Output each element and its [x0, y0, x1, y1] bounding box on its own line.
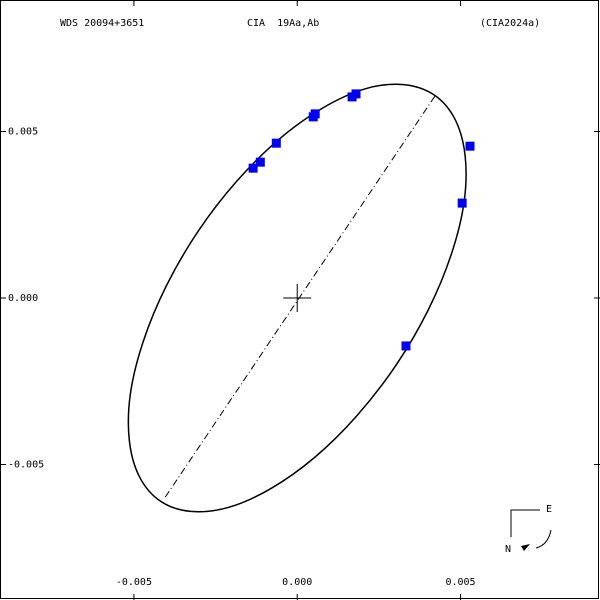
- observation: [457, 198, 467, 208]
- observation: [351, 89, 361, 99]
- orbit: [127, 83, 467, 513]
- compass-axes: [510, 509, 540, 537]
- compass-east: E: [546, 504, 552, 515]
- observation: [248, 163, 258, 173]
- x-tick-label: 0.000: [282, 577, 312, 588]
- y-tick-label: 0.005: [8, 127, 38, 138]
- reference: (CIA2024a): [480, 18, 540, 29]
- compass-arrowhead: [521, 544, 530, 551]
- y-tick-label: -0.005: [8, 459, 44, 470]
- observation: [255, 157, 265, 167]
- observation: [401, 341, 411, 351]
- x-tick-label: 0.005: [445, 577, 475, 588]
- compass: E N: [505, 504, 552, 555]
- y-tick-label: 0.000: [8, 293, 38, 304]
- chart-title: WDS 20094+3651: [60, 18, 144, 29]
- line-of-apsides: [164, 95, 436, 498]
- compass-arrow: [535, 529, 552, 549]
- observation: [310, 109, 320, 119]
- chart-subtitle: CIA 19Aa,Ab: [247, 18, 319, 29]
- primary: [283, 284, 312, 313]
- compass-north: N: [505, 544, 511, 555]
- observation: [465, 141, 475, 151]
- x-tick-label: -0.005: [116, 577, 152, 588]
- observation: [271, 138, 281, 148]
